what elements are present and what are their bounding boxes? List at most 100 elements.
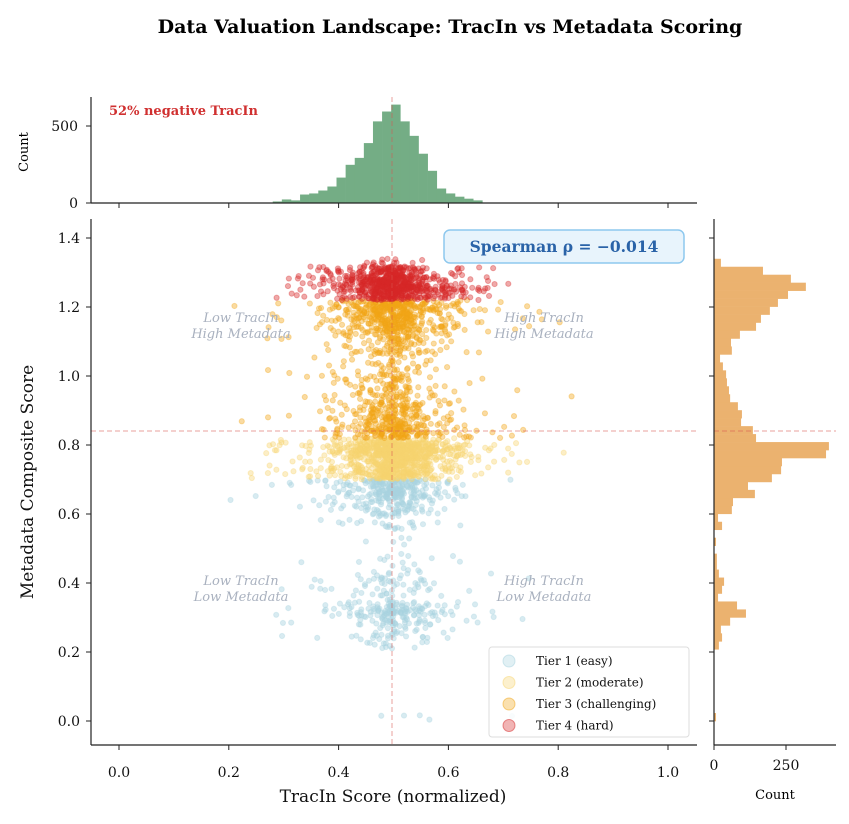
scatter-point bbox=[395, 482, 403, 489]
scatter-point bbox=[345, 300, 352, 307]
right-histogram-bar bbox=[714, 274, 791, 283]
scatter-point bbox=[402, 405, 409, 412]
scatter-point bbox=[351, 502, 358, 509]
right-histogram-bar bbox=[714, 418, 742, 427]
scatter-point bbox=[404, 365, 411, 372]
scatter-point bbox=[341, 293, 348, 300]
scatter-point bbox=[397, 491, 405, 498]
scatter-point bbox=[348, 276, 355, 284]
scatter-point bbox=[400, 614, 407, 621]
scatter-point bbox=[391, 486, 398, 493]
scatter-point bbox=[370, 510, 377, 517]
scatter-point bbox=[376, 490, 383, 497]
scatter-point bbox=[386, 479, 394, 486]
scatter-point bbox=[425, 494, 433, 501]
scatter-point bbox=[412, 479, 419, 486]
scatter-point bbox=[376, 480, 384, 487]
scatter-point bbox=[401, 617, 409, 624]
scatter-point bbox=[311, 354, 318, 361]
scatter-point bbox=[277, 436, 284, 444]
scatter-point bbox=[427, 506, 434, 513]
scatter-point bbox=[380, 620, 387, 627]
scatter-point bbox=[379, 487, 386, 494]
scatter-point bbox=[434, 602, 441, 609]
scatter-point bbox=[307, 478, 314, 485]
scatter-point bbox=[391, 493, 399, 501]
scatter-point bbox=[353, 494, 361, 501]
scatter-point bbox=[348, 603, 355, 611]
scatter-point bbox=[441, 489, 449, 496]
right-histogram-bar bbox=[714, 322, 757, 331]
scatter-point bbox=[439, 606, 446, 614]
scatter-point bbox=[360, 340, 368, 347]
scatter-point bbox=[427, 610, 434, 617]
scatter-point bbox=[392, 396, 399, 404]
scatter-point bbox=[395, 340, 403, 347]
scatter-point bbox=[404, 608, 411, 615]
scatter-point bbox=[372, 482, 379, 489]
scatter-point bbox=[402, 608, 409, 615]
scatter-point bbox=[282, 439, 289, 446]
scatter-point bbox=[346, 461, 354, 468]
scatter-point bbox=[441, 505, 448, 513]
scatter-point bbox=[335, 488, 342, 495]
scatter-point bbox=[314, 634, 321, 641]
scatter-point bbox=[443, 429, 450, 436]
scatter-point bbox=[390, 375, 397, 382]
scatter-point bbox=[351, 599, 358, 606]
scatter-point bbox=[383, 494, 390, 501]
scatter-point bbox=[392, 605, 399, 612]
scatter-point bbox=[375, 488, 383, 495]
scatter-point bbox=[394, 479, 401, 486]
scatter-point bbox=[429, 608, 436, 616]
scatter-point bbox=[421, 617, 429, 624]
scatter-point bbox=[379, 644, 386, 652]
scatter-point bbox=[383, 603, 390, 611]
scatter-point bbox=[386, 501, 394, 508]
scatter-point bbox=[385, 606, 392, 613]
scatter-point bbox=[379, 510, 386, 517]
scatter-point bbox=[459, 481, 466, 488]
scatter-point bbox=[352, 383, 359, 390]
scatter-point bbox=[458, 286, 465, 294]
scatter-point bbox=[412, 501, 419, 509]
top-histogram-bar bbox=[409, 135, 419, 203]
y-tick-label: 1.0 bbox=[58, 369, 80, 385]
scatter-point bbox=[411, 341, 418, 348]
top-histogram-bar bbox=[290, 200, 301, 203]
top-histogram-bar bbox=[300, 194, 310, 203]
scatter-point bbox=[391, 524, 399, 532]
scatter-point bbox=[423, 334, 430, 342]
scatter-point bbox=[483, 274, 490, 281]
scatter-point bbox=[380, 640, 387, 647]
scatter-point bbox=[425, 510, 432, 517]
scatter-point bbox=[376, 605, 383, 612]
scatter-point bbox=[325, 493, 332, 501]
scatter-point bbox=[322, 498, 329, 505]
scatter-point bbox=[362, 613, 369, 621]
scatter-point bbox=[372, 469, 379, 476]
scatter-point bbox=[335, 489, 342, 496]
scatter-point bbox=[352, 434, 359, 441]
right-histogram-bar bbox=[714, 521, 723, 531]
right-histogram-bar bbox=[714, 410, 742, 419]
scatter-point bbox=[331, 484, 338, 491]
scatter-point bbox=[316, 408, 324, 415]
scatter-point bbox=[415, 405, 422, 413]
scatter-point bbox=[390, 538, 397, 546]
scatter-point bbox=[424, 634, 431, 641]
scatter-point bbox=[377, 555, 384, 562]
scatter-point bbox=[385, 397, 392, 404]
scatter-point bbox=[397, 487, 404, 494]
scatter-point bbox=[444, 480, 451, 487]
scatter-point bbox=[398, 610, 405, 617]
right-histogram-bar bbox=[714, 394, 731, 403]
scatter-point bbox=[400, 485, 407, 492]
scatter-point bbox=[456, 558, 464, 565]
scatter-point bbox=[411, 611, 418, 619]
x-tick-label: 0.6 bbox=[437, 765, 459, 781]
scatter-point bbox=[431, 324, 438, 331]
scatter-point bbox=[387, 483, 394, 490]
scatter-point bbox=[406, 499, 413, 506]
scatter-point bbox=[325, 346, 332, 354]
